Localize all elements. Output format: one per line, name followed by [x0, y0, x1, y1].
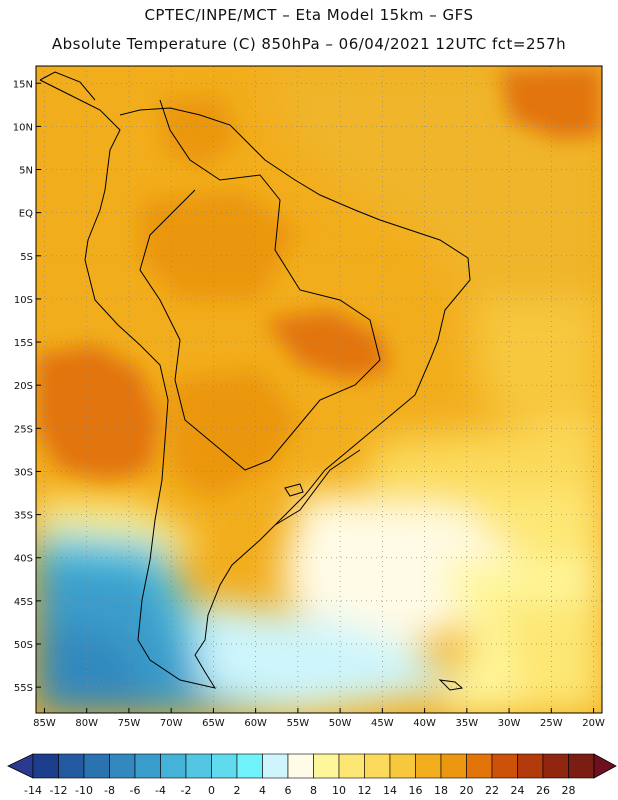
lon-tick-label: 65W	[202, 718, 225, 729]
lat-tick-label: 5N	[19, 166, 33, 177]
colorbar-swatch	[517, 753, 544, 779]
colorbar-swatch	[83, 753, 110, 779]
colorbar-label: 2	[234, 784, 241, 797]
colorbar-label: 26	[536, 784, 550, 797]
lat-tick-label: 35S	[14, 511, 33, 522]
colorbar-label: 16	[409, 784, 423, 797]
colorbar-under-arrow	[7, 753, 34, 779]
lon-tick-label: 25W	[540, 718, 563, 729]
lat-tick-label: 10N	[13, 122, 33, 133]
map-frame	[35, 65, 603, 714]
colorbar-label: 0	[208, 784, 215, 797]
lon-tick-label: 55W	[287, 718, 310, 729]
longitude-labels: 85W 80W 75W 70W 65W 60W 55W 50W 45W 40W 35W 30W 25W 2…	[33, 708, 605, 729]
colorbar-swatch	[262, 753, 289, 779]
lat-tick-label: 15S	[14, 338, 33, 349]
colorbar-label: 6	[285, 784, 292, 797]
colorbar-label: -2	[181, 784, 192, 797]
colorbar-swatch	[364, 753, 391, 779]
colorbar-swatch	[58, 753, 85, 779]
colorbar-swatch	[542, 753, 569, 779]
lon-tick-label: 50W	[329, 718, 352, 729]
lon-tick-label: 70W	[160, 718, 183, 729]
lon-tick-label: 80W	[75, 718, 98, 729]
lon-tick-label: 60W	[244, 718, 267, 729]
colorbar-swatch	[109, 753, 136, 779]
colorbar-label: -4	[155, 784, 166, 797]
colorbar: -14 -12 -10 -8 -6 -4 -2 0 2 4 6 8 10 12 14 16 18 20 22 24 26…	[7, 753, 617, 797]
colorbar-label: 28	[562, 784, 576, 797]
colorbar-label: 8	[310, 784, 317, 797]
colorbar-swatch	[440, 753, 467, 779]
lon-tick-label: 75W	[118, 718, 141, 729]
lat-tick-label: 40S	[14, 554, 33, 565]
lon-tick-label: 40W	[413, 718, 436, 729]
lat-tick-label: 30S	[14, 467, 33, 478]
lat-tick-label: 20S	[14, 381, 33, 392]
latitude-labels: 15N 10N 5N EQ 5S 10S 15S 20S 25S 30S 35S 40S 45S 50S 5…	[13, 79, 41, 694]
colorbar-swatch	[313, 753, 340, 779]
lat-tick-label: EQ	[19, 209, 33, 220]
colorbar-label: 14	[383, 784, 397, 797]
colorbar-swatch	[568, 753, 595, 779]
colorbar-swatch	[134, 753, 161, 779]
lat-tick-label: 25S	[14, 424, 33, 435]
lon-tick-label: 35W	[456, 718, 479, 729]
colorbar-label: 4	[259, 784, 266, 797]
colorbar-label: 24	[511, 784, 525, 797]
map-title-line2: Absolute Temperature (C) 850hPa – 06/04/…	[51, 35, 567, 53]
lat-tick-label: 55S	[14, 683, 33, 694]
colorbar-swatch	[389, 753, 416, 779]
colorbar-label: 20	[460, 784, 474, 797]
lat-tick-label: 15N	[13, 79, 33, 90]
lat-tick-label: 45S	[14, 597, 33, 608]
colorbar-label: -8	[104, 784, 115, 797]
colorbar-swatch	[466, 753, 493, 779]
colorbar-swatch	[160, 753, 187, 779]
lat-tick-label: 50S	[14, 640, 33, 651]
lon-tick-label: 45W	[371, 718, 394, 729]
colorbar-over-arrow	[593, 753, 617, 779]
colorbar-label: 18	[434, 784, 448, 797]
colorbar-swatch	[415, 753, 442, 779]
colorbar-swatch	[32, 753, 59, 779]
colorbar-swatch	[185, 753, 212, 779]
colorbar-swatch	[287, 753, 314, 779]
colorbar-swatch	[211, 753, 238, 779]
lat-tick-label: 10S	[14, 295, 33, 306]
colorbar-label: 12	[358, 784, 372, 797]
lon-tick-label: 20W	[582, 718, 605, 729]
coastline-outline	[39, 71, 471, 691]
colorbar-label: 22	[485, 784, 499, 797]
lon-tick-label: 85W	[33, 718, 56, 729]
colorbar-label: -14	[24, 784, 42, 797]
colorbar-label: -10	[75, 784, 93, 797]
lon-tick-label: 30W	[498, 718, 521, 729]
colorbar-swatch	[491, 753, 518, 779]
map-title-line1: CPTEC/INPE/MCT – Eta Model 15km – GFS	[144, 6, 474, 24]
colorbar-label: 10	[332, 784, 346, 797]
colorbar-label: -6	[130, 784, 141, 797]
colorbar-swatch	[338, 753, 365, 779]
lat-tick-label: 5S	[20, 252, 33, 263]
temperature-field	[36, 66, 602, 713]
colorbar-swatch	[236, 753, 263, 779]
colorbar-label: -12	[50, 784, 68, 797]
